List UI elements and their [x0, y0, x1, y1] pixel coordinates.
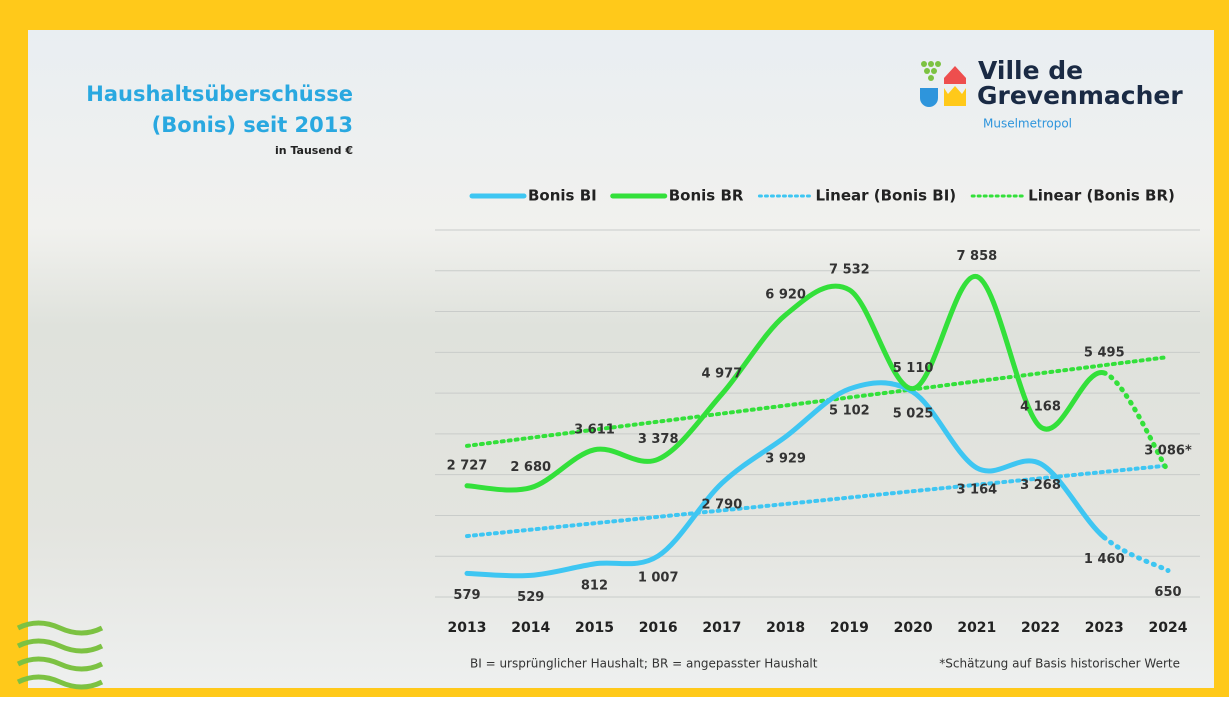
- legend-label: Bonis BI: [528, 187, 597, 205]
- data-label: 1 007: [638, 570, 679, 585]
- x-tick-label: 2021: [957, 620, 996, 636]
- data-label: 2 727: [447, 458, 488, 473]
- title: Haushaltsüberschüsse: [86, 82, 353, 106]
- data-label: 579: [453, 588, 480, 603]
- data-label: 3 164: [956, 482, 997, 497]
- x-tick-label: 2013: [448, 620, 487, 636]
- data-label: 3 929: [765, 451, 806, 466]
- data-label: 1 460: [1084, 552, 1125, 567]
- data-label: 7 858: [956, 249, 997, 264]
- data-label: 5 025: [893, 407, 934, 422]
- title: (Bonis) seit 2013: [152, 113, 353, 137]
- footnote: BI = ursprünglicher Haushalt; BR = angep…: [470, 657, 818, 671]
- x-tick-label: 2017: [702, 620, 741, 636]
- logo-text: Grevenmacher: [977, 81, 1183, 110]
- data-label: 2 790: [702, 498, 743, 513]
- data-label: 650: [1154, 585, 1181, 600]
- logo-tagline: Muselmetropol: [983, 117, 1072, 131]
- x-tick-label: 2018: [766, 620, 805, 636]
- legend-label: Linear (Bonis BI): [815, 187, 956, 205]
- data-label: 3 268: [1020, 478, 1061, 493]
- x-tick-label: 2022: [1021, 620, 1060, 636]
- x-tick-label: 2019: [830, 620, 869, 636]
- data-label: 5 495: [1084, 345, 1125, 360]
- x-tick-label: 2016: [639, 620, 678, 636]
- x-tick-label: 2023: [1085, 620, 1124, 636]
- data-label: 3 086*: [1144, 444, 1192, 459]
- data-label: 4 168: [1020, 400, 1061, 415]
- data-label: 812: [581, 578, 608, 593]
- legend-label: Linear (Bonis BR): [1028, 187, 1175, 205]
- data-label: 5 102: [829, 403, 870, 418]
- data-label: 6 920: [765, 287, 806, 302]
- chart: Haushaltsüberschüsse (Bonis) seit 2013 i…: [0, 0, 1229, 697]
- x-tick-label: 2015: [575, 620, 614, 636]
- data-label: 529: [517, 590, 544, 605]
- data-label: 4 977: [702, 367, 743, 382]
- x-tick-label: 2024: [1149, 620, 1188, 636]
- subtitle: in Tausend €: [275, 144, 353, 157]
- data-label: 5 110: [893, 361, 934, 376]
- legend-label: Bonis BR: [669, 187, 744, 205]
- data-label: 3 611: [574, 422, 615, 437]
- data-label: 2 680: [510, 460, 551, 475]
- x-tick-label: 2020: [894, 620, 933, 636]
- data-label: 3 378: [638, 432, 679, 447]
- x-tick-label: 2014: [511, 620, 550, 636]
- data-label: 7 532: [829, 262, 870, 277]
- footnote: *Schätzung auf Basis historischer Werte: [939, 657, 1180, 671]
